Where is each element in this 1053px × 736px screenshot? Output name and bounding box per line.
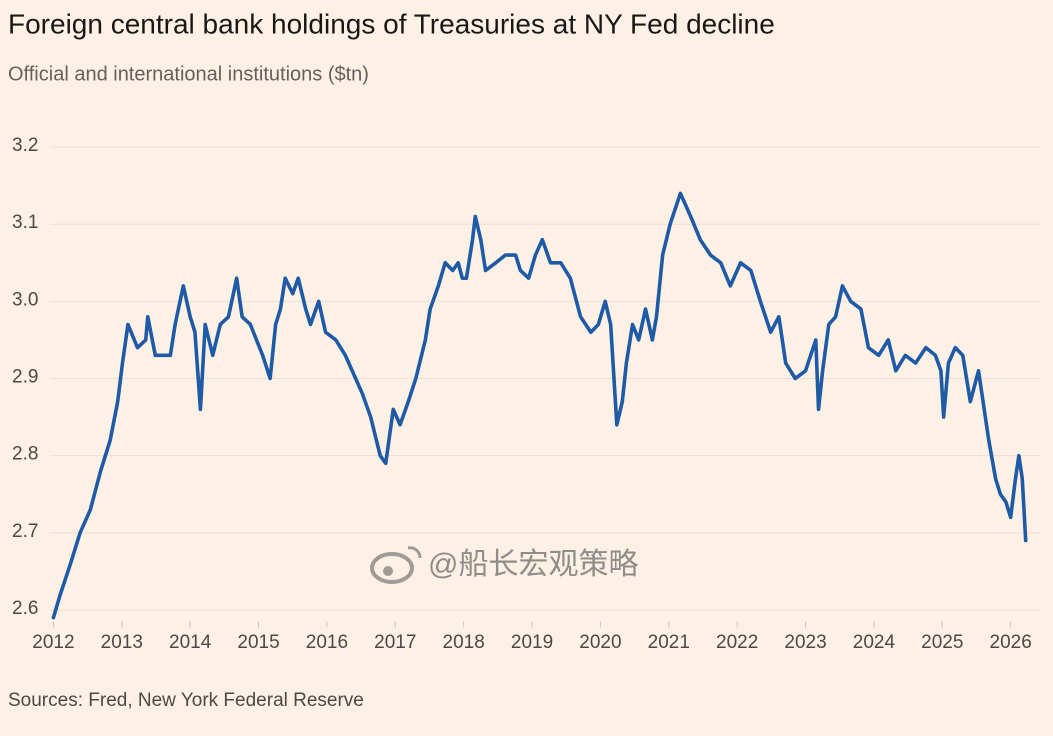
chart-subtitle: Official and international institutions … (8, 63, 369, 85)
x-tick-label: 2023 (784, 632, 826, 653)
y-tick-label: 3.2 (12, 135, 38, 156)
grid: 2.6 2.7 2.8 2.9 3.0 3.1 3.2 2012 2013 2014 2015 201… (12, 135, 1040, 653)
x-tick-label: 2022 (716, 632, 758, 653)
chart-title: Foreign central bank holdings of Treasur… (8, 8, 775, 39)
x-tick-label: 2019 (511, 632, 553, 653)
watermark-text: @船长宏观策略 (428, 548, 638, 581)
y-tick-label: 2.6 (12, 598, 38, 619)
watermark-icon (370, 546, 422, 584)
y-tick-label: 3.1 (12, 212, 38, 233)
x-tick-label: 2026 (990, 632, 1032, 653)
y-tick-label: 2.8 (12, 444, 38, 465)
x-tick-label: 2015 (237, 632, 279, 653)
x-tick-label: 2017 (374, 632, 416, 653)
x-tick-label: 2014 (169, 632, 212, 653)
y-tick-label: 3.0 (12, 289, 38, 310)
x-tick-label: 2012 (32, 632, 74, 653)
x-tick-label: 2018 (443, 632, 485, 653)
x-tick-label: 2021 (648, 632, 690, 653)
data-line (51, 191, 1028, 620)
x-tick-label: 2016 (306, 632, 348, 653)
y-tick-label: 2.7 (12, 521, 38, 542)
y-tick-label: 2.9 (12, 367, 38, 388)
plot (51, 191, 1028, 620)
x-tick-label: 2025 (921, 632, 963, 653)
x-tick-label: 2013 (101, 632, 143, 653)
x-tick-label: 2020 (579, 632, 621, 653)
source-note: Sources: Fred, New York Federal Reserve (8, 690, 364, 711)
x-tick-label: 2024 (853, 632, 896, 653)
